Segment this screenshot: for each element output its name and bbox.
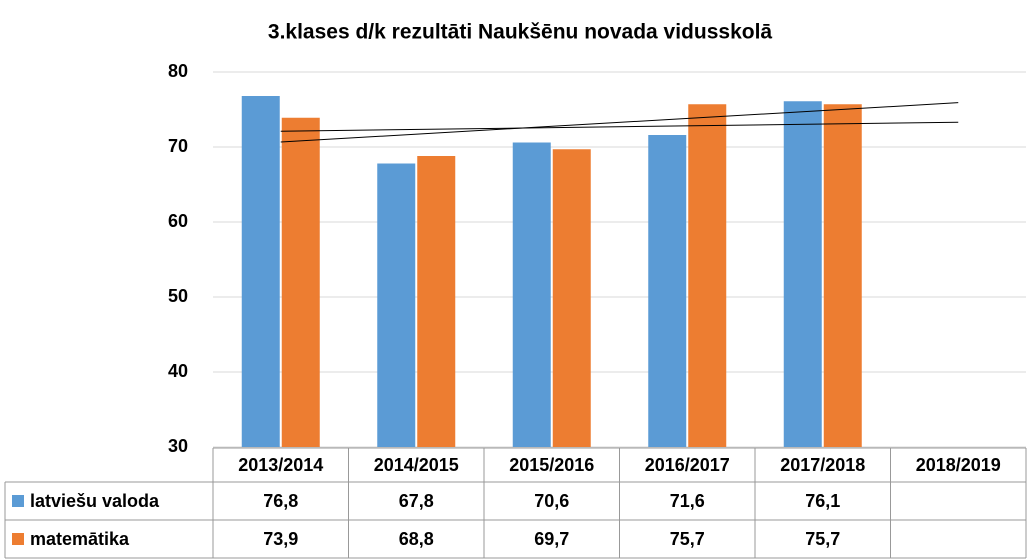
legend-label: matemātika (30, 529, 130, 549)
trendline (280, 121, 959, 132)
bar (512, 142, 551, 447)
table-value: 75,7 (670, 529, 705, 549)
table-value: 73,9 (263, 529, 298, 549)
table-value: 70,6 (534, 491, 569, 511)
x-tick-label: 2015/2016 (509, 455, 594, 475)
legend-swatch (12, 495, 24, 507)
bar (648, 135, 687, 447)
bar (552, 149, 591, 447)
bar (241, 96, 280, 447)
table-value: 68,8 (399, 529, 434, 549)
bar (783, 101, 822, 447)
y-tick-label: 30 (168, 436, 188, 456)
bar (281, 117, 320, 447)
y-tick-label: 80 (168, 61, 188, 81)
y-tick-label: 40 (168, 361, 188, 381)
x-tick-label: 2017/2018 (780, 455, 865, 475)
legend-label: latviešu valoda (30, 491, 160, 511)
legend-swatch (12, 533, 24, 545)
table-value: 76,1 (805, 491, 840, 511)
bar (377, 163, 416, 447)
y-tick-label: 60 (168, 211, 188, 231)
x-tick-label: 2018/2019 (916, 455, 1001, 475)
x-tick-label: 2014/2015 (374, 455, 459, 475)
bar (417, 156, 456, 447)
chart-title: 3.klases d/k rezultāti Naukšēnu novada v… (268, 21, 773, 44)
x-tick-label: 2013/2014 (238, 455, 323, 475)
table-value: 69,7 (534, 529, 569, 549)
bar (823, 104, 862, 447)
y-tick-label: 70 (168, 136, 188, 156)
x-tick-label: 2016/2017 (645, 455, 730, 475)
y-tick-label: 50 (168, 286, 188, 306)
bar (688, 104, 727, 447)
table-value: 67,8 (399, 491, 434, 511)
table-value: 71,6 (670, 491, 705, 511)
table-value: 75,7 (805, 529, 840, 549)
trendline (280, 102, 959, 143)
table-value: 76,8 (263, 491, 298, 511)
